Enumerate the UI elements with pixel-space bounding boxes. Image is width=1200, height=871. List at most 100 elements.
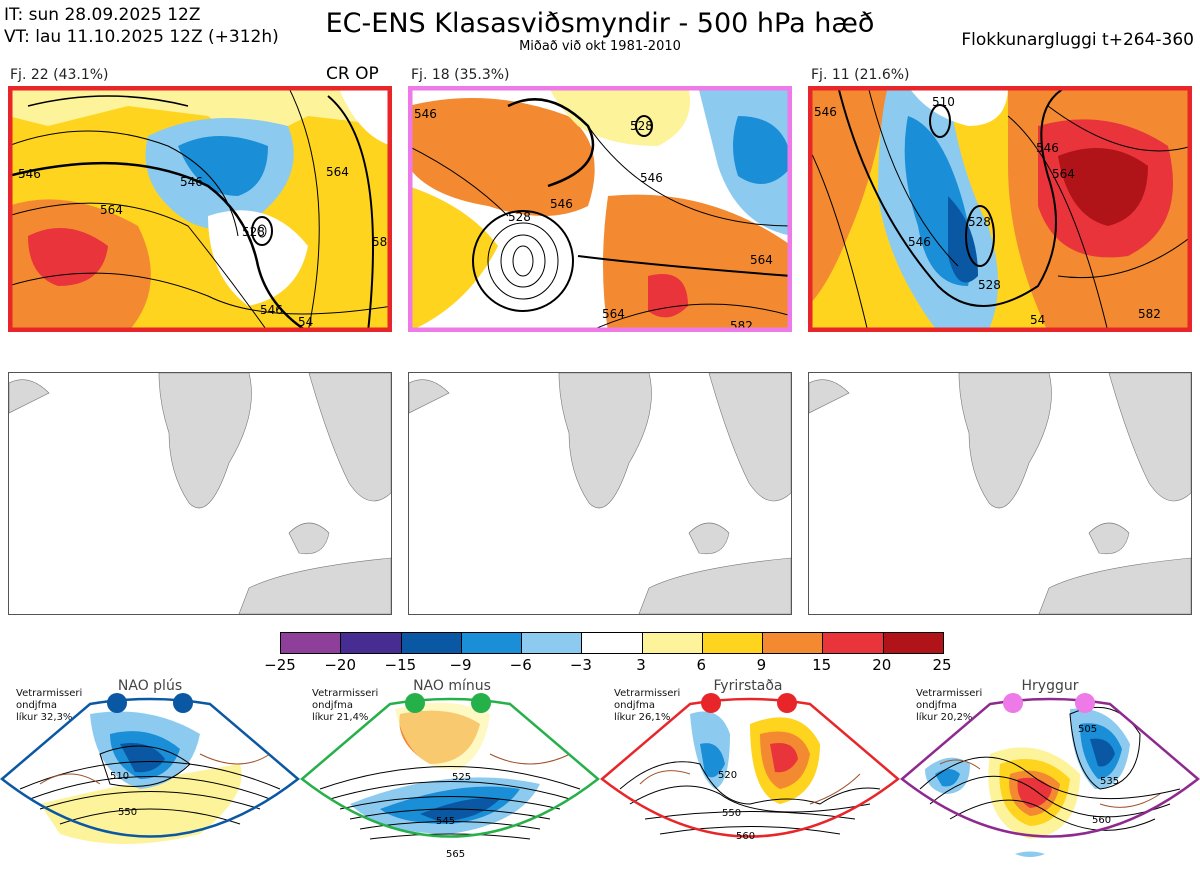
colorbar-swatch [461,633,523,653]
regime-dot [701,693,721,713]
regime-1-kind: ondjfma [16,700,57,711]
panel-1-contour-label: 54 [298,315,313,329]
regime-4-contour-label: 535 [1100,776,1119,787]
panel-1-contour-label: 564 [100,203,123,217]
panel-2-contour-label: 546 [640,171,663,185]
colorbar-swatch [883,633,943,653]
colorbar-tick-label: 20 [872,656,892,674]
regime-dot [471,693,491,713]
empty-map-1-svg [9,373,391,614]
regime-4-dots [1003,693,1095,713]
panel-3-contour-label: 528 [968,215,991,229]
initial-time: IT: sun 28.09.2025 12Z [4,5,201,25]
regime-2-title: NAO mínus [413,678,491,694]
panel-2-label: Fj. 18 (35.3%) [411,67,510,83]
regime-3-season: Vetrarmisseri [614,688,681,699]
regime-2-contour-label: 525 [452,772,471,783]
regime-3-contour-label: 550 [722,808,741,819]
regime-2-contour-label: 545 [436,816,455,827]
panel-3-frame [808,86,1192,332]
regime-4-diagram: 505 535 560 [900,697,1200,857]
regime-dot [777,693,797,713]
regime-dot [107,693,127,713]
panel-1-contour-label: 582 [372,235,392,249]
regime-2-info: Vetrarmisseri ondjfma líkur 21,4% [312,688,378,724]
regime-3-likelihood: líkur 26,1% [614,712,671,723]
regime-3-title: Fyrirstaða [713,678,783,694]
regime-dot [1075,693,1095,713]
panel-3-contour-label: 582 [1138,307,1161,321]
regime-3-border [600,697,900,838]
colorbar-swatch [522,633,583,653]
regime-1-likelihood: líkur 32,3% [16,712,73,723]
panel-1-contour-label: 546 [18,167,41,181]
classification-window: Flokkunargluggi t+264-360 [961,30,1194,50]
panel-1-tag: CR OP [326,64,379,84]
regime-2-contour-label: 565 [446,849,465,860]
colorbar-swatch [702,633,764,653]
regime-3-contour-label: 520 [718,770,737,781]
empty-map-3-svg [809,373,1191,614]
colorbar-tick-label: −9 [449,656,472,674]
regime-2-border [300,697,600,838]
empty-map-2-svg [409,373,791,614]
regime-2-season: Vetrarmisseri [312,688,379,699]
regime-1-info: Vetrarmisseri ondjfma líkur 32,3% [16,688,82,724]
colorbar-tick-label: −6 [509,656,532,674]
colorbar-swatch [582,633,643,653]
panel-3-contour-label: 546 [1036,141,1059,155]
cluster-map-2-svg: 546 528 546 546 528 564 564 582 [408,86,792,332]
colorbar-ticks: −25 −20 −15 −9 −6 −3 3 6 9 15 20 25 [264,656,951,674]
regime-dot [1003,693,1023,713]
regime-2-diagram: 525 545 565 [300,697,600,860]
regime-3-kind: ondjfma [614,700,655,711]
regime-1-title: NAO plús [117,678,183,694]
panel-1-contour-label: 546 [180,175,203,189]
colorbar-swatch [763,633,824,653]
panel-2-contour-label: 546 [550,197,573,211]
regime-3-info: Vetrarmisseri ondjfma líkur 26,1% [614,688,680,724]
regime-1-season: Vetrarmisseri [16,688,83,699]
header-info: IT: sun 28.09.2025 12Z VT: lau 11.10.202… [4,4,279,48]
colorbar-tick-label: −20 [324,656,356,674]
colorbar-swatch [642,633,703,653]
regime-4-contour-label: 505 [1078,724,1097,735]
panel-3-label: Fj. 11 (21.6%) [811,67,910,83]
panel-3-contour-label: 510 [932,95,955,109]
panel-1-frame [8,86,392,332]
panel-2-contour-label: 546 [414,107,437,121]
panel-2-frame [408,86,792,332]
regime-2-kind: ondjfma [312,700,353,711]
panel-2-contour-label: 564 [602,307,625,321]
colorbar-tick-label: −25 [264,656,296,674]
regime-2-likelihood: líkur 21,4% [312,712,369,723]
regime-dot [173,693,193,713]
cluster-map-3: 546 510 546 564 528 546 528 54 582 [808,86,1192,332]
cluster-map-1-svg: 546 546 564 528 546 564 54 582 [8,86,392,332]
colorbar-swatch [401,633,462,653]
page-title: EC-ENS Klasasviðsmyndir - 500 hPa hæð [325,8,875,39]
empty-map-1 [8,372,392,615]
panel-1-contour-label: 528 [242,225,265,239]
panel-3-contour-label: 528 [978,278,1001,292]
page-subtitle: Miðað við okt 1981-2010 [519,39,681,54]
colorbar-tick-label: 15 [812,656,832,674]
regime-1-dots [107,693,193,713]
cluster-map-2: 546 528 546 546 528 564 564 582 [408,86,792,332]
valid-time: VT: lau 11.10.2025 12Z (+312h) [4,27,279,47]
regime-1-border [0,697,300,838]
regime-3-contour-label: 560 [736,831,755,842]
regime-1-contour-label: 510 [110,771,129,782]
panel-2-contour-label: 528 [630,119,653,133]
colorbar-tick-label: −3 [569,656,592,674]
panel-3-contour-label: 546 [908,235,931,249]
colorbar-tick-label: −15 [384,656,417,674]
colorbar-tick-label: 25 [932,656,952,674]
regime-1-diagram: 510 550 [0,697,300,844]
panel-3-contour-label: 546 [814,105,837,119]
panel-3-contour-label: 54 [1030,313,1045,327]
regime-3-diagram: 520 550 560 [600,697,900,842]
empty-map-2 [408,372,792,615]
cluster-map-1: 546 546 564 528 546 564 54 582 [8,86,392,332]
regime-4-title: Hryggur [1021,678,1079,694]
